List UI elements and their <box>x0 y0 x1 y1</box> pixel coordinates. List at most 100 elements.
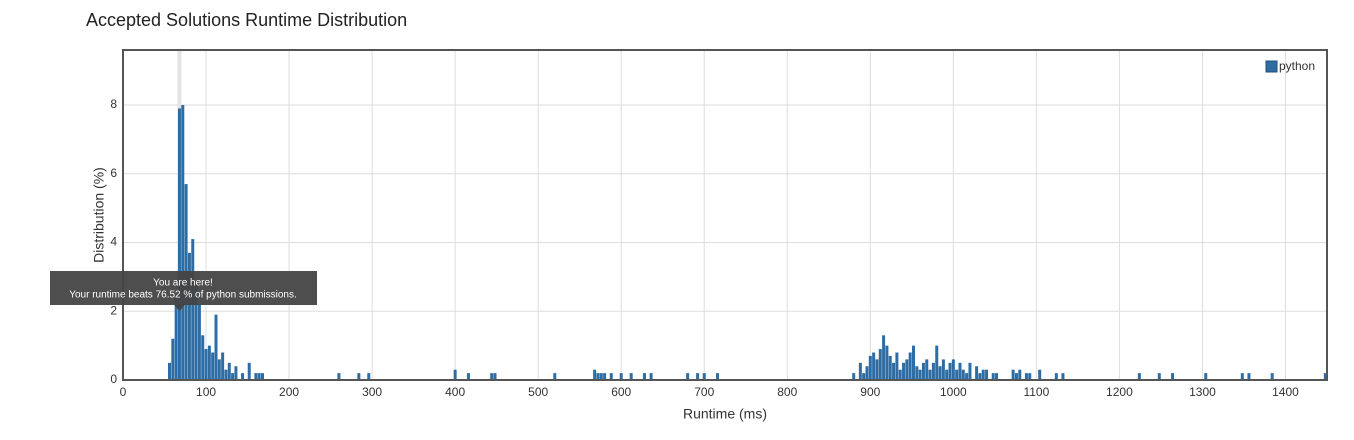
bar <box>1014 373 1018 380</box>
bar <box>981 369 985 380</box>
x-tick-label: 200 <box>279 385 299 399</box>
bar <box>194 283 198 380</box>
bar <box>207 345 211 380</box>
bar <box>991 373 995 380</box>
bar <box>241 373 245 380</box>
bar <box>686 373 690 380</box>
bar <box>928 369 932 380</box>
bar <box>1171 373 1175 380</box>
bar <box>204 349 208 380</box>
bar <box>995 373 999 380</box>
y-tick-label: 6 <box>110 166 117 180</box>
bar <box>915 366 919 380</box>
bar <box>961 369 965 380</box>
bar <box>174 294 178 380</box>
bar <box>885 345 889 380</box>
y-tick-label: 8 <box>110 97 117 111</box>
bar <box>965 373 969 380</box>
legend-label: python <box>1279 59 1315 73</box>
bar <box>609 373 613 380</box>
y-tick-label: 4 <box>110 235 117 249</box>
bar <box>1204 373 1208 380</box>
bar <box>629 373 633 380</box>
bar <box>918 369 922 380</box>
bar <box>921 362 925 380</box>
bar <box>951 359 955 380</box>
bar <box>925 359 929 380</box>
x-tick-label: 100 <box>196 385 216 399</box>
bar <box>935 345 939 380</box>
x-tick-label: 1000 <box>940 385 967 399</box>
bar <box>882 335 886 380</box>
tooltip-box <box>50 271 317 305</box>
bar <box>852 373 856 380</box>
bar <box>898 369 902 380</box>
bar <box>191 239 195 380</box>
y-tick-label: 0 <box>110 372 117 386</box>
bar <box>197 304 201 380</box>
x-tick-label: 800 <box>777 385 797 399</box>
bar <box>603 373 607 380</box>
bar <box>1054 373 1058 380</box>
bar <box>214 314 218 380</box>
bar <box>985 369 989 380</box>
bar <box>357 373 361 380</box>
x-tick-label: 900 <box>860 385 880 399</box>
y-axis-label: Distribution (%) <box>91 167 107 263</box>
bar <box>716 373 720 380</box>
bar <box>599 373 603 380</box>
bar <box>888 355 892 380</box>
bar <box>453 369 457 380</box>
bar <box>968 362 972 380</box>
bar <box>1157 373 1161 380</box>
bar <box>911 345 915 380</box>
bar <box>1137 373 1141 380</box>
bar <box>257 373 261 380</box>
bar <box>593 369 597 380</box>
bar <box>1038 369 1042 380</box>
bar <box>596 373 600 380</box>
bar <box>642 373 646 380</box>
bar <box>938 366 942 380</box>
bar <box>649 373 653 380</box>
bar <box>696 373 700 380</box>
plot-frame <box>122 49 1328 381</box>
x-tick-label: 700 <box>694 385 714 399</box>
x-tick-label: 1100 <box>1023 385 1049 399</box>
x-tick-label: 300 <box>362 385 382 399</box>
x-tick-label: 400 <box>445 385 465 399</box>
bar <box>1323 373 1327 380</box>
bar <box>171 338 175 380</box>
bar <box>234 366 238 380</box>
bar <box>367 373 371 380</box>
bar <box>1011 369 1015 380</box>
bar <box>201 335 205 380</box>
bar <box>619 373 623 380</box>
bar <box>167 362 171 380</box>
bar <box>181 105 185 380</box>
bar <box>978 373 982 380</box>
tooltip-title: You are here! <box>153 278 213 289</box>
bar <box>1018 369 1022 380</box>
x-tick-label: 600 <box>611 385 631 399</box>
bar <box>892 362 896 380</box>
x-tick-label: 0 <box>120 385 127 399</box>
bar <box>466 373 470 380</box>
bar <box>1240 373 1244 380</box>
tooltip-arrow <box>174 305 185 311</box>
bar <box>187 252 191 380</box>
bar <box>945 369 949 380</box>
x-tick-label: 1200 <box>1106 385 1133 399</box>
x-axis-label: Runtime (ms) <box>683 406 767 422</box>
x-tick-label: 1300 <box>1189 385 1216 399</box>
bar <box>902 362 906 380</box>
bar <box>1270 373 1274 380</box>
bar <box>217 359 221 380</box>
bar <box>868 355 872 380</box>
chart-title: Accepted Solutions Runtime Distribution <box>86 10 407 30</box>
bar <box>1061 373 1065 380</box>
bar <box>260 373 264 380</box>
bar <box>878 349 882 380</box>
